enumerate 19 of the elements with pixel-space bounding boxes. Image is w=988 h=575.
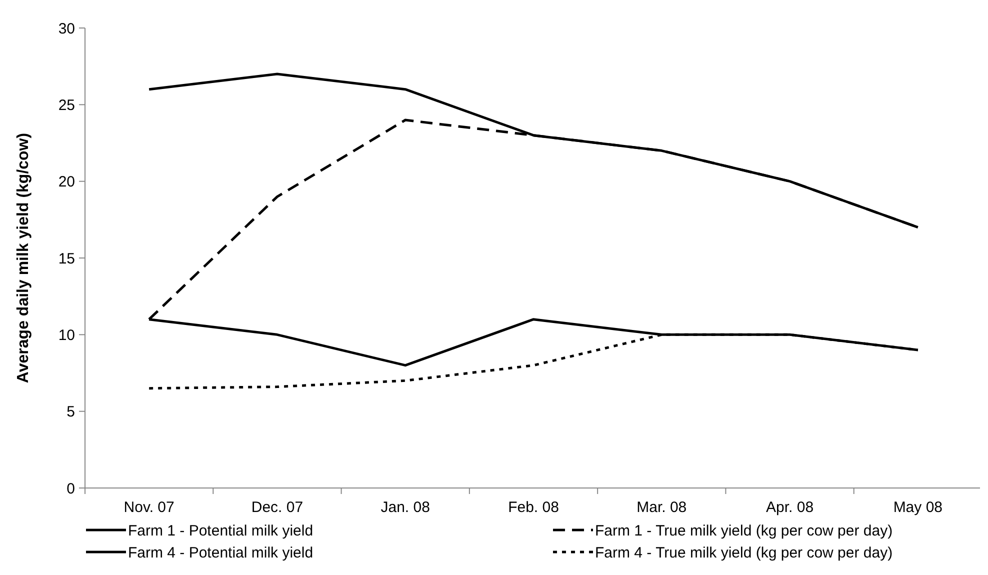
legend-label: Farm 4 - True milk yield (kg per cow per day) <box>595 544 893 562</box>
x-tick-label: Mar. 08 <box>636 499 687 516</box>
legend-label: Farm 4 - Potential milk yield <box>128 544 314 562</box>
x-tick-label: Apr. 08 <box>766 499 814 516</box>
y-tick-label: 30 <box>58 20 75 38</box>
y-tick-label: 20 <box>58 174 75 191</box>
x-tick-label: Feb. 08 <box>508 499 559 516</box>
y-tick-label: 10 <box>58 326 75 344</box>
x-tick-label: May 08 <box>893 499 943 516</box>
x-tick-label: Nov. 07 <box>124 499 174 516</box>
y-tick-label: 25 <box>58 96 75 114</box>
y-tick-label: 15 <box>58 250 75 268</box>
y-tick-label: 0 <box>66 480 75 498</box>
legend-label: Farm 1 - True milk yield (kg per cow per day) <box>595 522 893 540</box>
y-axis-title: Average daily milk yield (kg/cow) <box>15 132 32 384</box>
y-tick-label: 5 <box>66 404 75 421</box>
x-tick-label: Jan. 08 <box>380 499 430 516</box>
x-tick-label: Dec. 07 <box>251 499 304 516</box>
legend-label: Farm 1 - Potential milk yield <box>128 522 314 540</box>
